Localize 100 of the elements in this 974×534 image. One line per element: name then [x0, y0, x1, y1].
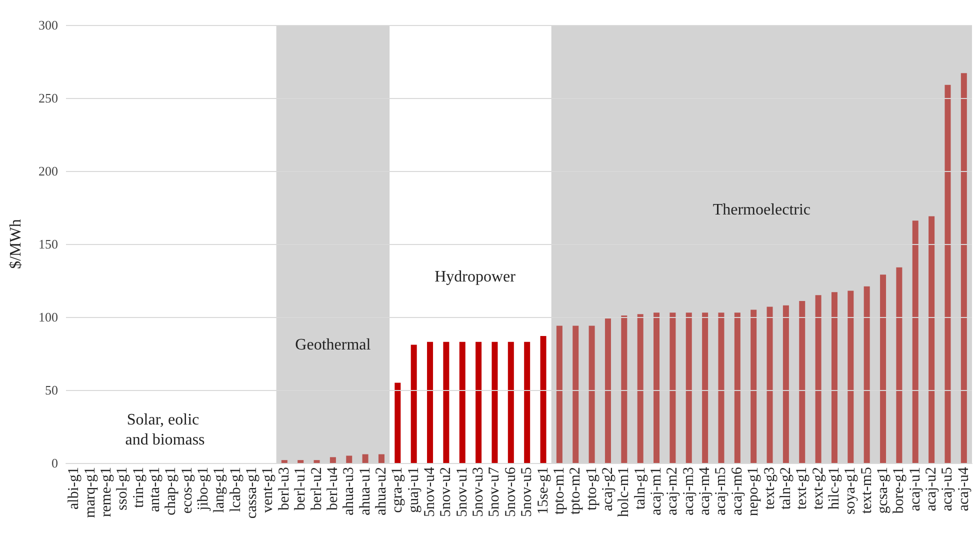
bar: [410, 344, 417, 463]
bar: [427, 342, 434, 463]
x-tick-label: guaj-u1: [406, 467, 422, 513]
x-tick-label: acaj-u5: [940, 467, 956, 512]
x-tick-label: acaj-u2: [924, 467, 940, 512]
bar: [621, 316, 628, 463]
x-tick-label: 15se-g1: [535, 467, 552, 514]
bar: [476, 342, 482, 463]
x-tick-label: holc-m1: [616, 467, 632, 517]
x-tick-label: acaj-m2: [664, 467, 681, 516]
band-label: Geothermal: [295, 336, 372, 354]
x-tick-label: text-g3: [762, 467, 778, 510]
bar: [702, 312, 708, 463]
x-tick-label: 5nov-u6: [502, 466, 519, 517]
bar: [459, 342, 466, 463]
x-tick-label: vent-g1: [260, 467, 276, 513]
x-tick-label: berl-u2: [308, 467, 325, 510]
bar: [637, 314, 644, 463]
bar: [848, 290, 854, 463]
x-tick-label: bore-g1: [891, 467, 908, 514]
x-tick-label: albi-g1: [66, 467, 82, 510]
x-tick-label: cassa-g1: [244, 467, 260, 519]
y-tick-label: 250: [38, 90, 58, 106]
x-tick-label: acaj-m5: [713, 467, 730, 516]
x-tick-label: tpto-m2: [568, 467, 584, 514]
x-tick-label: ahua-u3: [341, 467, 358, 516]
bar: [734, 312, 740, 463]
band-label: Thermoelectric: [712, 202, 811, 218]
bar: [750, 310, 757, 463]
bar: [815, 295, 822, 463]
bar: [766, 306, 773, 463]
x-tick-label: text-g1: [794, 467, 810, 510]
y-tick-label: 50: [45, 382, 58, 398]
x-tick-label: acaj-m4: [697, 466, 714, 516]
x-tick-label: 5nov-u1: [454, 467, 470, 517]
x-tick-label: 5nov-u7: [486, 466, 503, 517]
bar: [362, 454, 368, 463]
x-tick-label: 5nov-u4: [422, 466, 438, 517]
x-tick-label: acaj-g2: [600, 467, 616, 512]
bar: [654, 312, 660, 463]
bar: [346, 456, 352, 463]
bar: [960, 73, 967, 463]
y-tick-label: 0: [52, 456, 58, 470]
bar: [540, 336, 546, 463]
x-tick-label: acaj-m1: [648, 467, 665, 516]
x-tick-label: acaj-m3: [680, 467, 697, 516]
x-tick-label: jibo-g1: [196, 467, 212, 512]
x-tick-label: acaj-m6: [729, 466, 746, 516]
bar: [831, 292, 838, 463]
bar: [394, 382, 401, 463]
bar: [782, 305, 789, 463]
bar: [604, 318, 611, 463]
bar: [556, 326, 562, 463]
x-tick-label: anta-g1: [146, 467, 163, 512]
x-tick-label: taln-g1: [632, 467, 648, 510]
bar: [492, 342, 498, 463]
x-tick-label: taln-g2: [778, 467, 794, 510]
bar: [799, 300, 806, 463]
x-tick-label: marq-g1: [82, 467, 98, 518]
x-tick-label: berl-u3: [276, 467, 292, 510]
bar: [896, 267, 902, 463]
x-tick-label: reme-g1: [98, 467, 114, 517]
x-tick-label: text-m5: [858, 467, 875, 514]
bar: [944, 84, 951, 463]
bar: [524, 342, 530, 463]
bar: [443, 342, 450, 463]
x-tick-label: ahua-u1: [357, 467, 374, 516]
x-tick-label: acaj-u4: [956, 466, 972, 512]
x-tick-label: acaj-u1: [907, 467, 924, 512]
y-axis-title: $/MWh: [8, 219, 24, 269]
bar: [298, 460, 304, 463]
bar: [588, 326, 595, 463]
bar: [281, 460, 288, 463]
x-tick-label: ssol-g1: [114, 467, 131, 510]
bar: [572, 326, 579, 463]
bar: [880, 274, 886, 463]
y-tick-label: 100: [38, 310, 58, 324]
x-tick-label: soya-g1: [842, 467, 859, 514]
bar: [864, 286, 870, 463]
bar: [912, 220, 918, 463]
bar: [928, 216, 935, 463]
x-tick-label: ecos-g1: [179, 467, 196, 514]
bar: [330, 457, 336, 463]
x-tick-label: tpto-m1: [551, 467, 568, 514]
y-tick-label: 150: [38, 236, 58, 252]
x-tick-label: hilc-g1: [826, 467, 842, 510]
x-tick-label: 5nov-u3: [470, 467, 487, 517]
x-tick-label: cgra-g1: [390, 467, 406, 513]
x-tick-label: 5nov-u2: [438, 467, 454, 517]
x-tick-label: gcsa-g1: [875, 467, 892, 514]
x-tick-label: tpto-g1: [584, 467, 600, 510]
bar: [686, 312, 692, 463]
x-tick-label: berl-u4: [324, 466, 341, 510]
bar: [718, 312, 724, 463]
annotation: Solar, eolic and biomass: [125, 412, 205, 448]
x-tick-label: nepo-g1: [746, 467, 762, 516]
bar: [508, 342, 514, 463]
bar: [378, 454, 384, 463]
y-tick-label: 300: [38, 18, 58, 32]
bar: [670, 312, 676, 463]
